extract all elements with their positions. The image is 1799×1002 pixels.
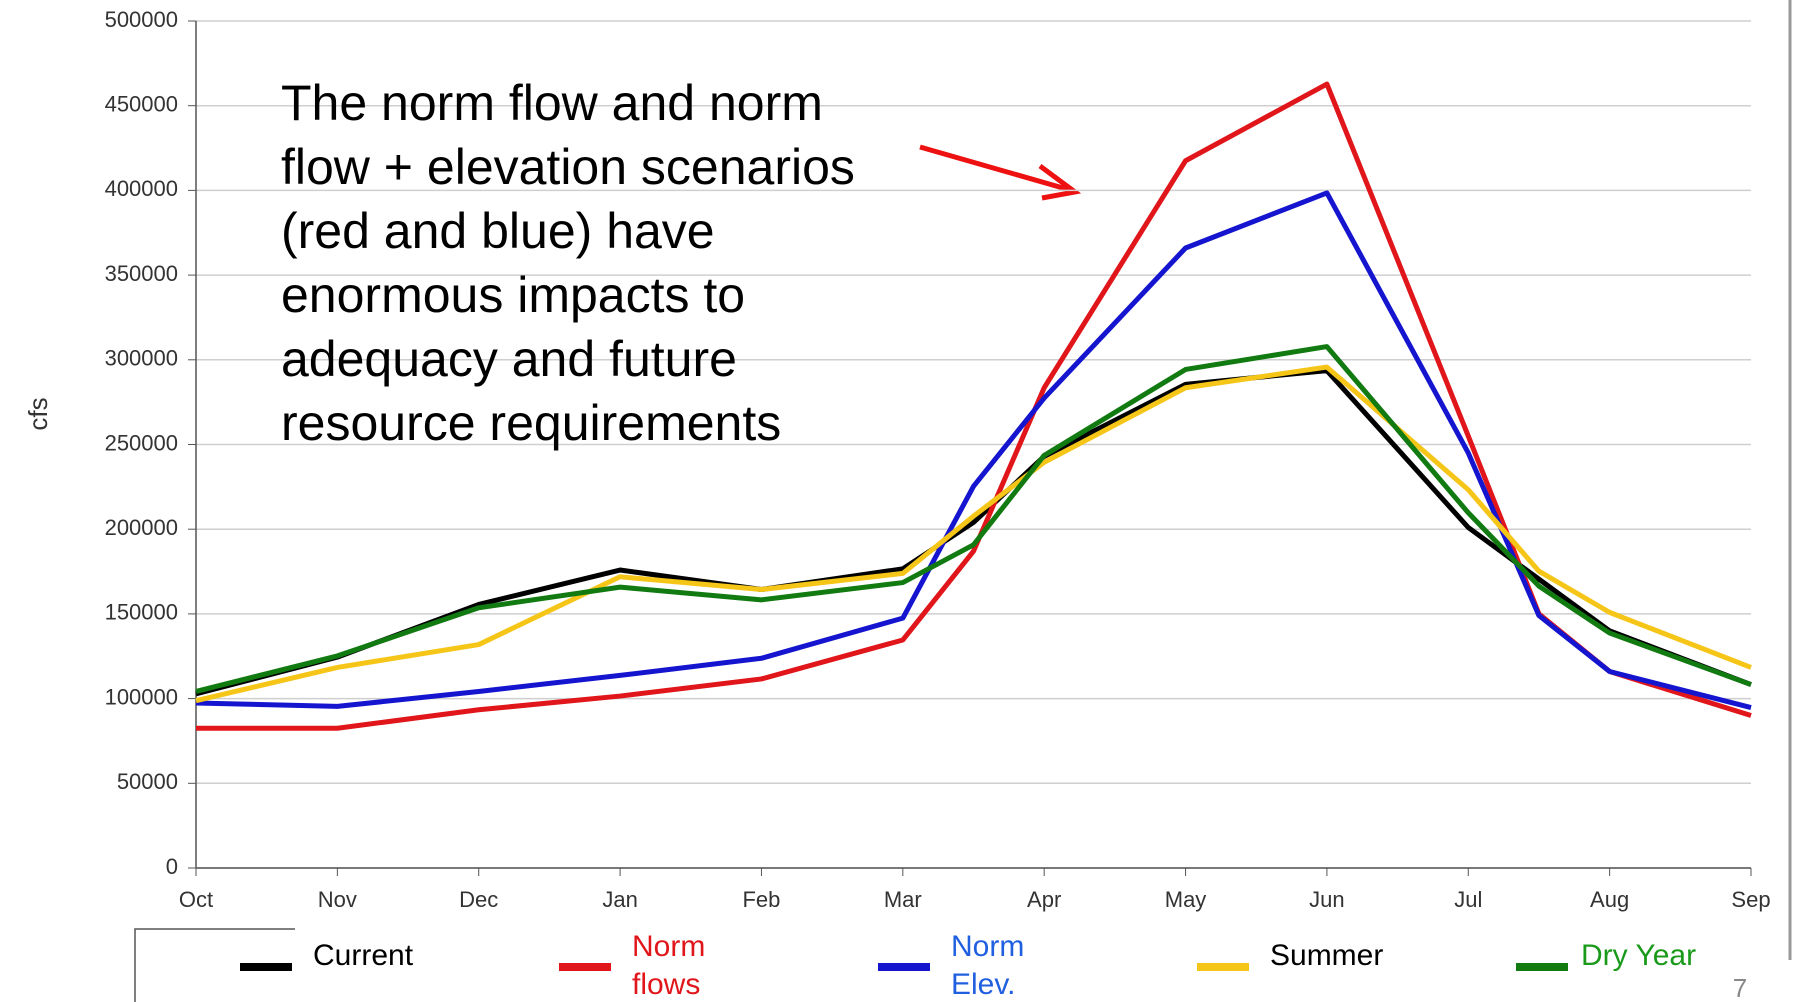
x-tick-label: Jan: [602, 887, 637, 912]
legend-label: Dry Year: [1581, 939, 1696, 972]
annotation-text: resource requirements: [281, 395, 781, 451]
y-tick-label: 50000: [117, 769, 178, 794]
annotation-text: The norm flow and norm: [281, 75, 823, 131]
annotation-text: flow + elevation scenarios: [281, 139, 855, 195]
x-tick-label: Jul: [1454, 887, 1482, 912]
annotation-text: (red and blue) have: [281, 203, 715, 259]
legend-frame: [134, 928, 295, 1002]
x-tick-label: Apr: [1027, 887, 1061, 912]
y-tick-label: 100000: [105, 684, 178, 709]
y-tick-label: 200000: [105, 515, 178, 540]
y-tick-label: 250000: [105, 430, 178, 455]
legend-label: Summer: [1270, 939, 1383, 972]
series-line: [195, 190, 1752, 711]
x-tick-label: Nov: [318, 887, 357, 912]
series-line: [195, 364, 1752, 704]
y-tick-label: 450000: [105, 92, 178, 117]
y-tick-label: 0: [166, 854, 178, 879]
legend-label: Current: [313, 939, 414, 972]
legend-label: Norm flows: [632, 930, 705, 1001]
y-tick-label: 350000: [105, 261, 178, 286]
annotation-arrowhead: [1038, 163, 1082, 201]
x-tick-label: Aug: [1590, 887, 1629, 912]
annotation-text: adequacy and future: [281, 331, 737, 387]
x-tick-label: Sep: [1731, 887, 1770, 912]
annotation-text: enormous impacts to: [281, 267, 745, 323]
y-tick-label: 300000: [105, 346, 178, 371]
x-tick-label: Oct: [179, 887, 213, 912]
x-tick-label: Dec: [459, 887, 498, 912]
x-tick-label: Feb: [742, 887, 780, 912]
y-axis-label: cfs: [23, 397, 53, 430]
annotation-arrow: [919, 144, 1071, 193]
y-tick-label: 150000: [105, 600, 178, 625]
x-tick-label: Jun: [1309, 887, 1344, 912]
series-line: [195, 344, 1752, 694]
y-tick-label: 400000: [105, 176, 178, 201]
x-tick-label: May: [1165, 887, 1207, 912]
page-number: 7: [1733, 973, 1747, 1002]
legend-label: Norm Elev.: [951, 930, 1024, 1001]
y-tick-label: 500000: [105, 7, 178, 32]
x-tick-label: Mar: [884, 887, 922, 912]
